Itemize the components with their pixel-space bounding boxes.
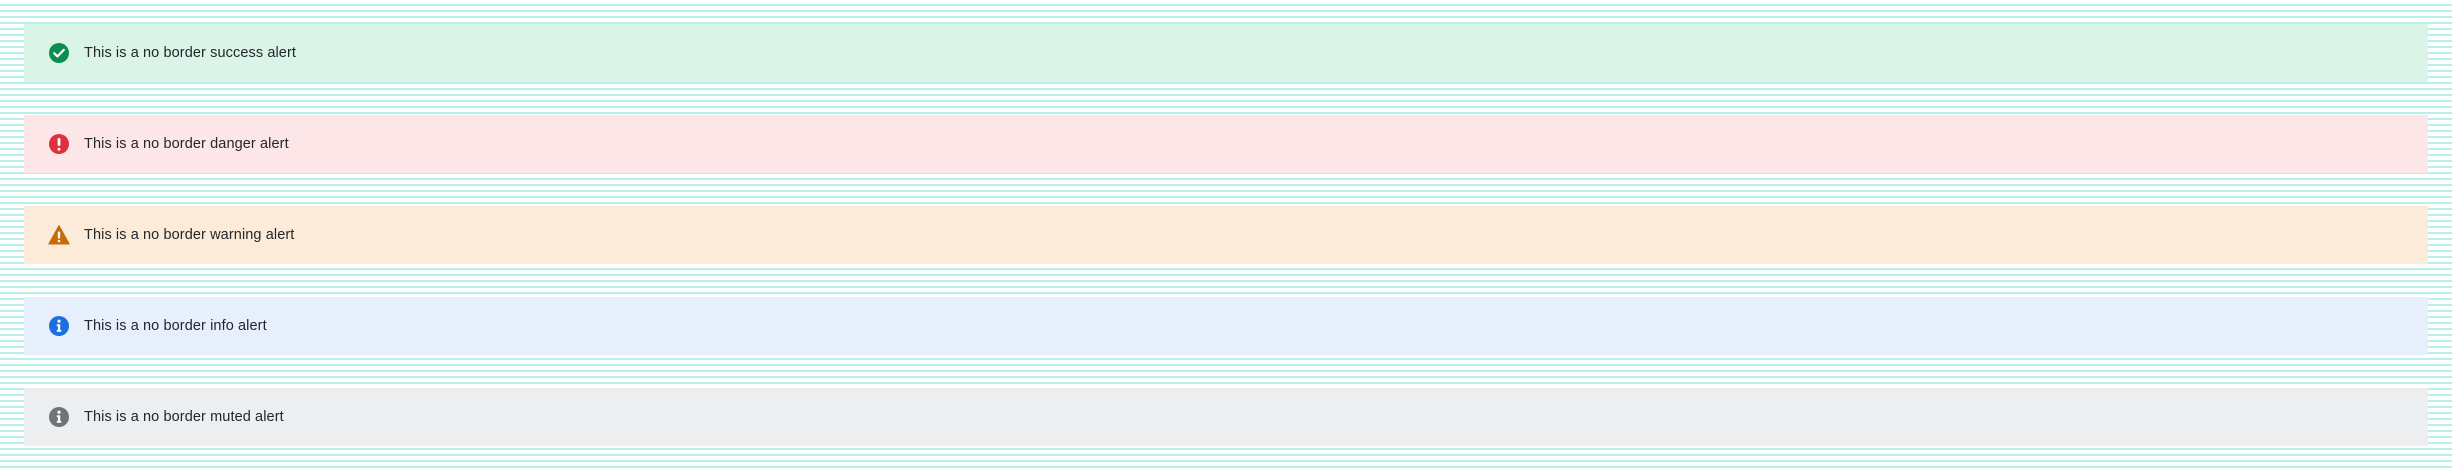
alert-text: This is a no border info alert [84, 318, 267, 334]
alert-text: This is a no border warning alert [84, 227, 295, 243]
success-alert: This is a no border success alert [24, 24, 2428, 82]
warning-alert: This is a no border warning alert [24, 206, 2428, 264]
warning-triangle-icon [48, 224, 70, 246]
muted-alert: This is a no border muted alert [24, 388, 2428, 446]
alert-text: This is a no border danger alert [84, 136, 289, 152]
exclamation-circle-icon [48, 133, 70, 155]
info-circle-icon [48, 406, 70, 428]
info-alert: This is a no border info alert [24, 297, 2428, 355]
alert-text: This is a no border muted alert [84, 409, 284, 425]
danger-alert: This is a no border danger alert [24, 115, 2428, 173]
alert-text: This is a no border success alert [84, 45, 297, 61]
info-circle-icon [48, 315, 70, 337]
alert-list: This is a no border success alert This i… [24, 24, 2428, 446]
check-circle-icon [48, 42, 70, 64]
